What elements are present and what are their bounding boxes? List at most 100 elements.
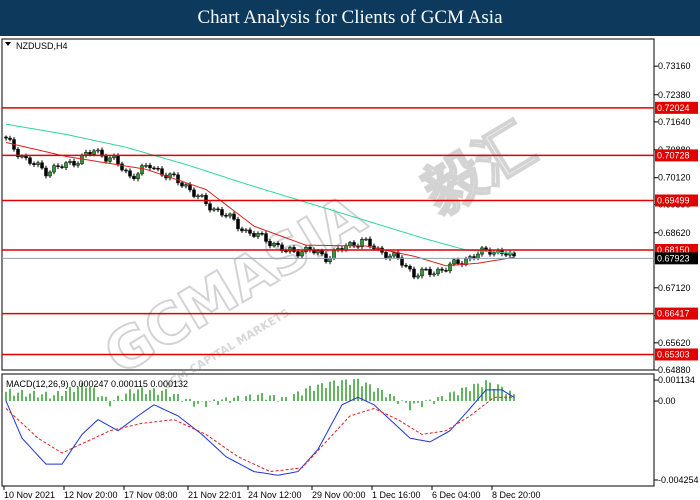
price-panel — [2, 107, 654, 356]
candle-bear — [428, 268, 432, 275]
candle-bull — [20, 155, 24, 158]
candle-bear — [264, 233, 268, 242]
candle-bear — [104, 155, 108, 162]
candle-bear — [8, 137, 12, 140]
chart-axes: 0.731600.723800.716400.708800.701200.693… — [3, 61, 699, 500]
candle-bear — [44, 167, 48, 177]
candle-bear — [152, 167, 156, 170]
candle-bear — [24, 155, 28, 159]
current-price-label: 0.67923 — [657, 253, 690, 263]
candle-bear — [240, 228, 244, 232]
x-tick-label: 17 Nov 08:00 — [124, 490, 178, 500]
candle-bull — [416, 275, 420, 278]
x-tick-label: 21 Nov 22:01 — [188, 490, 242, 500]
candle-bull — [228, 213, 232, 217]
candle-bull — [392, 252, 396, 257]
x-tick-label: 24 Nov 12:00 — [248, 490, 302, 500]
current-price-label-bg — [655, 252, 698, 265]
candle-bull — [136, 173, 140, 180]
candle-bull — [492, 252, 496, 255]
candle-bull — [436, 268, 440, 275]
candle-bear — [276, 243, 280, 246]
macd-label: MACD(12,26,9) 0.000247 0.000115 0.000132 — [6, 379, 188, 389]
candle-bear — [72, 161, 76, 166]
moving-average-red — [5, 142, 515, 267]
macd-tick-label: 0.001134 — [658, 375, 695, 385]
candle-bull — [144, 165, 148, 167]
candle-bear — [188, 184, 192, 191]
chart-title: Chart Analysis for Clients of GCM Asia — [197, 7, 503, 28]
level-label-bg — [655, 194, 698, 207]
candle-bear — [192, 189, 196, 197]
x-tick-label: 1 Dec 16:00 — [372, 490, 421, 500]
candle-bear — [16, 148, 20, 157]
candle-bull — [184, 184, 188, 187]
candle-bear — [120, 163, 124, 171]
candle-bear — [128, 170, 132, 177]
candle-bear — [440, 268, 444, 271]
candle-bull — [332, 249, 336, 259]
price-panel-frame — [1, 38, 655, 371]
level-label: 0.68150 — [657, 245, 690, 255]
candle-bull — [316, 250, 320, 254]
price-tick-label: 0.65620 — [658, 338, 691, 348]
candle-bull — [300, 251, 304, 257]
candle-bull — [196, 195, 200, 198]
candle-bear — [252, 233, 256, 237]
price-tick-label: 0.67120 — [658, 283, 691, 293]
level-label: 0.65303 — [657, 349, 690, 359]
candle-bull — [64, 162, 68, 168]
symbol-label: NZDUSD,H4 — [16, 41, 68, 51]
candle-bull — [140, 165, 144, 175]
x-tick-label: 8 Dec 20:00 — [492, 490, 541, 500]
price-tick-label: 0.68620 — [658, 228, 691, 238]
chart-menu-icon[interactable] — [5, 42, 11, 46]
candle-bull — [48, 171, 52, 177]
candle-bear — [284, 250, 288, 253]
price-tick-label: 0.71640 — [658, 117, 691, 127]
candle-bull — [200, 195, 204, 197]
price-tick-label: 0.73160 — [658, 61, 691, 71]
candle-bear — [32, 163, 36, 165]
candle-bear — [444, 270, 448, 272]
candle-bear — [412, 268, 416, 278]
candle-bull — [364, 238, 368, 241]
candle-bull — [448, 263, 452, 272]
candle-bear — [456, 259, 460, 264]
candle-bull — [348, 242, 352, 246]
level-label-bg — [655, 307, 698, 320]
chart-title-bar: Chart Analysis for Clients of GCM Asia — [0, 0, 700, 36]
candle-bull — [168, 173, 172, 179]
candle-bear — [280, 244, 284, 252]
candle-bull — [36, 162, 40, 165]
candle-bear — [400, 257, 404, 266]
candle-bear — [88, 151, 92, 155]
candle-bear — [28, 157, 32, 164]
candle-bear — [172, 173, 176, 176]
candle-bear — [384, 252, 388, 259]
candle-bull — [52, 165, 56, 173]
candle-bull — [420, 268, 424, 277]
candle-bull — [96, 149, 100, 152]
x-tick-label: 12 Nov 20:00 — [64, 490, 118, 500]
macd-panel — [5, 378, 515, 476]
candle-bull — [108, 157, 112, 162]
candle-bear — [40, 162, 44, 169]
candle-bear — [408, 265, 412, 270]
candle-bull — [476, 253, 480, 259]
candle-bear — [60, 166, 64, 168]
macd-tick-label: 0.00 — [658, 396, 676, 406]
candle-bull — [244, 229, 248, 232]
level-label-bg — [655, 348, 698, 361]
level-label: 0.69499 — [657, 196, 690, 206]
candle-bear — [100, 149, 104, 157]
candle-bear — [368, 238, 372, 247]
candle-bull — [76, 163, 80, 166]
candle-bull — [272, 243, 276, 247]
candle-bull — [360, 239, 364, 247]
x-tick-label: 29 Nov 00:00 — [312, 490, 366, 500]
moving-average-green — [5, 123, 515, 254]
x-tick-label: 6 Dec 04:00 — [432, 490, 481, 500]
level-label: 0.70728 — [657, 150, 690, 160]
candle-bear — [180, 182, 184, 187]
